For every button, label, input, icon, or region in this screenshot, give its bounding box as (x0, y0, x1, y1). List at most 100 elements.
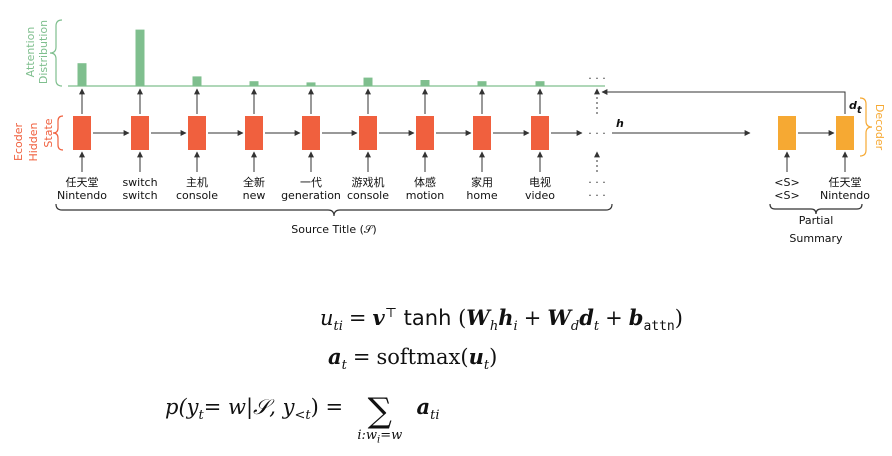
brace (55, 203, 613, 217)
eq-token: t (341, 358, 347, 374)
summary-token-en: <S> (774, 189, 799, 202)
source-token-en: video (525, 189, 555, 202)
eq-token: h (489, 319, 499, 335)
diagram: · · ·任天堂Nintendoswitchswitch主机console全新n… (12, 19, 886, 245)
encoder-state (473, 116, 491, 150)
summary-token-en: Nintendo (820, 189, 870, 202)
summary-label: Partial (799, 214, 834, 227)
source-token-zh: 游戏机 (352, 175, 385, 189)
eq-token: i:w (357, 428, 378, 443)
eq-token: ti (430, 408, 440, 424)
eq-token: p(y (165, 395, 199, 419)
encoder-label: State (42, 118, 55, 147)
attention-bar (363, 77, 373, 86)
encoder-state (73, 116, 91, 150)
eq-token: d (579, 305, 594, 330)
eq-token: = (348, 306, 367, 330)
source-token-en: home (466, 189, 497, 202)
ellipsis: · · · (588, 127, 605, 140)
encoder-label: Ecoder (12, 123, 25, 161)
encoder-state (302, 116, 320, 150)
eq-token: ) (674, 306, 683, 330)
eq-token: ∑ (367, 391, 392, 431)
eq-token: + (523, 306, 542, 330)
source-token-en: motion (406, 189, 445, 202)
decoder-label: Decoder (873, 104, 886, 151)
ellipsis: · · · (588, 176, 605, 189)
d-label: dt (849, 99, 863, 116)
eq-token: W (547, 305, 571, 330)
eq-token: <t (294, 408, 311, 424)
source-token-en: switch (122, 189, 157, 202)
eq-token: ( (458, 306, 467, 330)
encoder-state (531, 116, 549, 150)
source-token-en: Nintendo (57, 189, 107, 202)
eq-token: =w (380, 428, 403, 443)
source-token-zh: 电视 (529, 175, 551, 189)
attention-label: Attention (24, 27, 37, 78)
source-token-zh: 任天堂 (66, 176, 99, 189)
attention-label: Distribution (37, 20, 50, 84)
eq-token: ) (489, 345, 498, 369)
encoder-state (416, 116, 434, 150)
eq-token: b (628, 305, 644, 330)
encoder-state (359, 116, 377, 150)
d-label-part: t (857, 105, 863, 116)
summary-label: Summary (789, 232, 843, 245)
summary-token-zh: <S> (774, 176, 799, 189)
feedback-line (601, 89, 846, 114)
eq-token: tanh (403, 306, 452, 330)
summary-token-zh: 任天堂 (829, 176, 862, 189)
source-label: Source Title (𝒮) (291, 223, 376, 236)
source-token-zh: 主机 (186, 175, 208, 189)
brace (49, 19, 63, 87)
eq-token: d (570, 319, 580, 335)
attention-bar (192, 76, 202, 86)
attention-bar (477, 81, 487, 86)
eq-token: = w|𝒮, y (203, 395, 295, 419)
eq-token: a (328, 344, 342, 369)
eq-token: i (513, 319, 518, 335)
brace (859, 97, 873, 157)
eq-token: t (483, 358, 490, 374)
d-label-part: d (849, 99, 857, 112)
attention-bar (77, 63, 87, 86)
brace (52, 115, 64, 151)
ellipsis: · · · (588, 72, 605, 85)
attention-bar (535, 81, 545, 86)
eq-token: + (605, 306, 623, 330)
brace (769, 203, 863, 215)
encoder-state (131, 116, 149, 150)
decoder-state (778, 116, 796, 150)
eq-token: softmax( (376, 345, 469, 369)
attention-bar (249, 81, 259, 86)
attention-bar (135, 29, 145, 87)
eq-token: ⊤ (384, 306, 397, 321)
eq-token: h (498, 305, 514, 330)
encoder-state (245, 116, 263, 150)
eq-token: W (466, 305, 490, 330)
h-label: h (616, 117, 624, 130)
source-token-zh: switch (122, 176, 157, 189)
source-token-en: new (243, 189, 266, 202)
encoder-label: Hidden (27, 122, 40, 161)
equation-2: at = softmax(ut) (328, 344, 497, 373)
source-token-zh: 家用 (471, 175, 493, 189)
source-token-en: console (347, 189, 389, 202)
attention-bar (420, 80, 430, 86)
eq-token: u (320, 306, 334, 330)
eq-token: ) = (310, 395, 344, 419)
source-token-en: generation (281, 189, 341, 202)
eq-token: v (372, 305, 385, 330)
source-token-zh: 一代 (300, 176, 322, 189)
eq-token: attn (643, 319, 675, 335)
eq-token: t (198, 408, 204, 424)
source-token-en: console (176, 189, 218, 202)
eq-token: = (352, 345, 371, 369)
eq-token: u (468, 344, 484, 369)
source-token-zh: 体感 (414, 175, 436, 189)
eq-token: t (593, 319, 600, 335)
decoder-state (836, 116, 854, 150)
eq-token: ti (333, 319, 343, 335)
